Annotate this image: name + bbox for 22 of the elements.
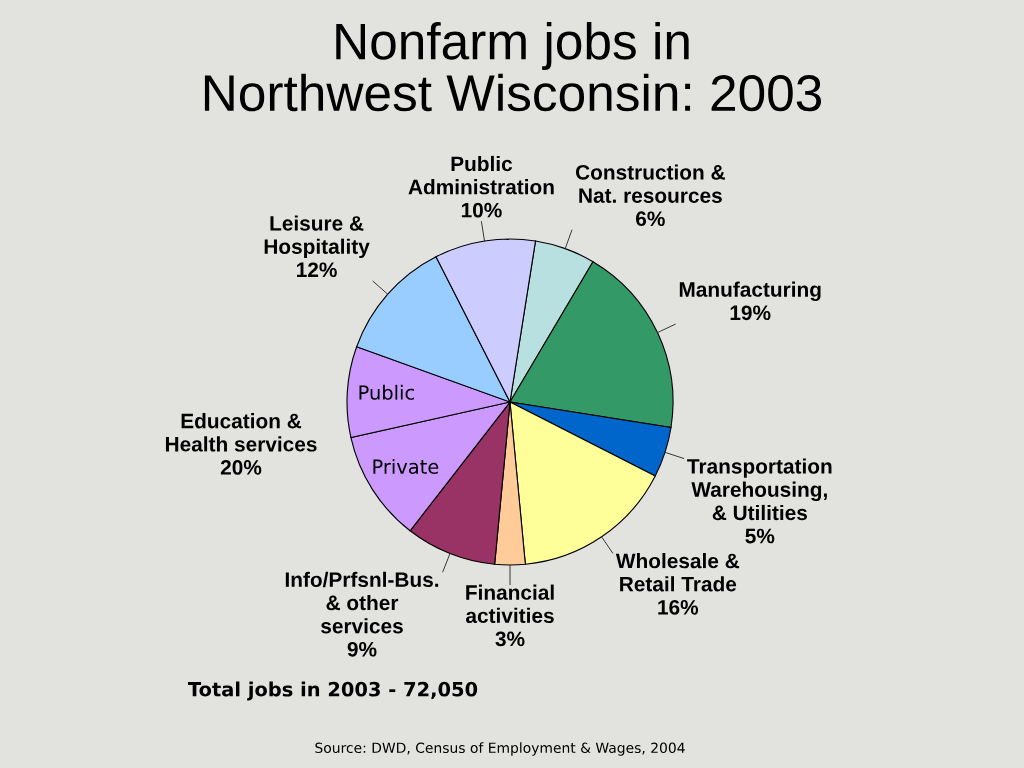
slice-label: Private <box>373 458 439 475</box>
data-label: 19% <box>730 305 771 321</box>
data-label: 12% <box>297 262 337 278</box>
data-label: 16% <box>658 599 699 615</box>
text: Education & Health services 20% <box>165 413 317 475</box>
slice-label: Info/Prfsnl-Bus. & other services <box>285 571 439 634</box>
chart-title: Nonfarm jobs in Northwest Wisconsin: 2003 <box>204 22 822 112</box>
source-note: Source: DWD, Census of Employment & Wages, 2004 <box>315 742 685 756</box>
slice-label: Financial activities <box>466 584 554 624</box>
slice-label: Public <box>359 384 414 400</box>
slice-label: Transportation Warehousing, & Utilities <box>687 458 832 521</box>
slice-label: Wholesale & Retail Trade <box>615 552 740 592</box>
data-label: 10% <box>461 202 502 218</box>
slice-label: Public Administration <box>408 155 554 195</box>
data-label: 3% <box>495 631 525 647</box>
slice-label: Leisure & Hospitality <box>264 215 370 259</box>
data-label: 6% <box>636 211 665 227</box>
text: Total jobs in 2003 - 72,050 <box>187 681 478 701</box>
slice-label: Construction & Nat. resources <box>575 164 725 203</box>
data-label: 5% <box>745 528 775 544</box>
data-label: 9% <box>347 641 377 657</box>
slice-label: Manufacturing <box>679 281 821 302</box>
